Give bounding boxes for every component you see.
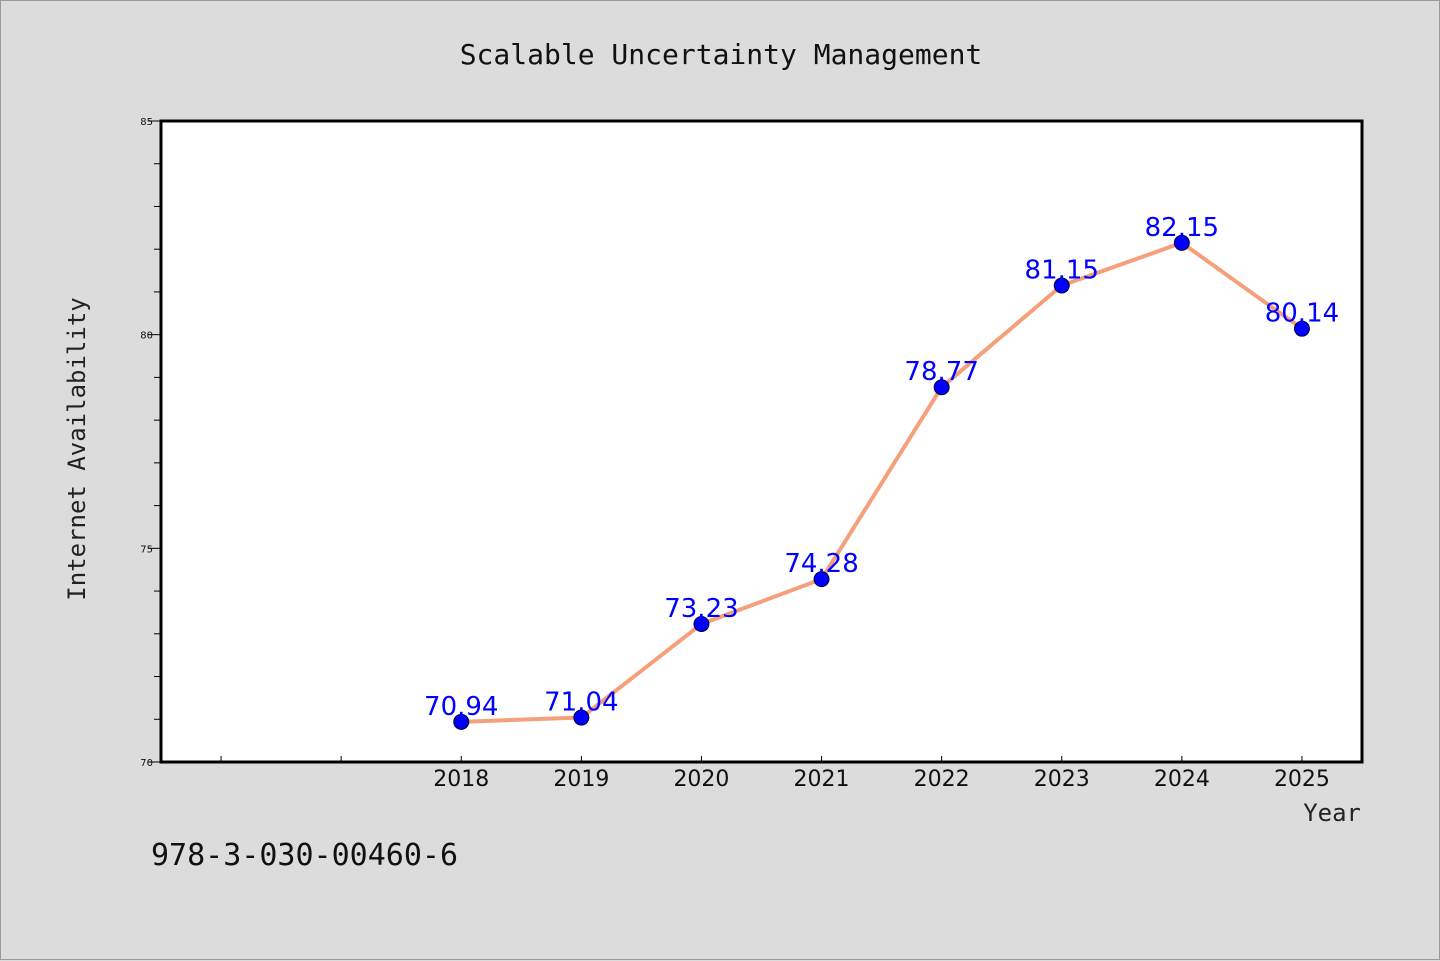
footer-id-text: 978-3-030-00460-6 (151, 838, 458, 873)
x-tick-label: 2023 (1034, 767, 1090, 792)
data-value-label: 70.94 (424, 692, 498, 722)
data-value-label: 73.23 (664, 594, 738, 624)
data-value-label: 71.04 (544, 688, 618, 718)
data-value-label: 74.28 (784, 549, 858, 579)
x-tick-label: 2020 (673, 767, 729, 792)
y-tick-label: 85 (140, 117, 153, 128)
x-tick-label: 2021 (794, 767, 850, 792)
data-point-marker (453, 713, 470, 730)
y-axis-label: Internet Availability (63, 297, 91, 600)
plot-area (159, 119, 1364, 764)
data-value-label: 80.14 (1265, 299, 1339, 329)
chart-title: Scalable Uncertainty Management (460, 38, 983, 71)
data-point-marker (1173, 234, 1190, 251)
data-value-label: 81.15 (1025, 256, 1099, 286)
x-tick-label: 2024 (1154, 767, 1210, 792)
x-tick-label: 2025 (1274, 767, 1330, 792)
series-line (459, 240, 1304, 724)
data-point-marker (693, 615, 710, 632)
data-value-label: 78.77 (904, 357, 978, 387)
data-value-label: 82.15 (1145, 213, 1219, 243)
x-tick-label: 2022 (914, 767, 970, 792)
data-point-marker (573, 709, 590, 726)
data-point-marker (1053, 277, 1070, 294)
data-point-marker (933, 379, 950, 396)
x-tick-label: 2019 (553, 767, 609, 792)
x-tick-label: 2018 (433, 767, 489, 792)
data-point-marker (1293, 320, 1310, 337)
y-tick-label: 70 (140, 758, 153, 769)
data-point-marker (813, 571, 830, 588)
y-tick-label: 75 (140, 544, 153, 555)
y-tick-label: 80 (140, 331, 153, 342)
x-axis-label: Year (1303, 799, 1361, 827)
